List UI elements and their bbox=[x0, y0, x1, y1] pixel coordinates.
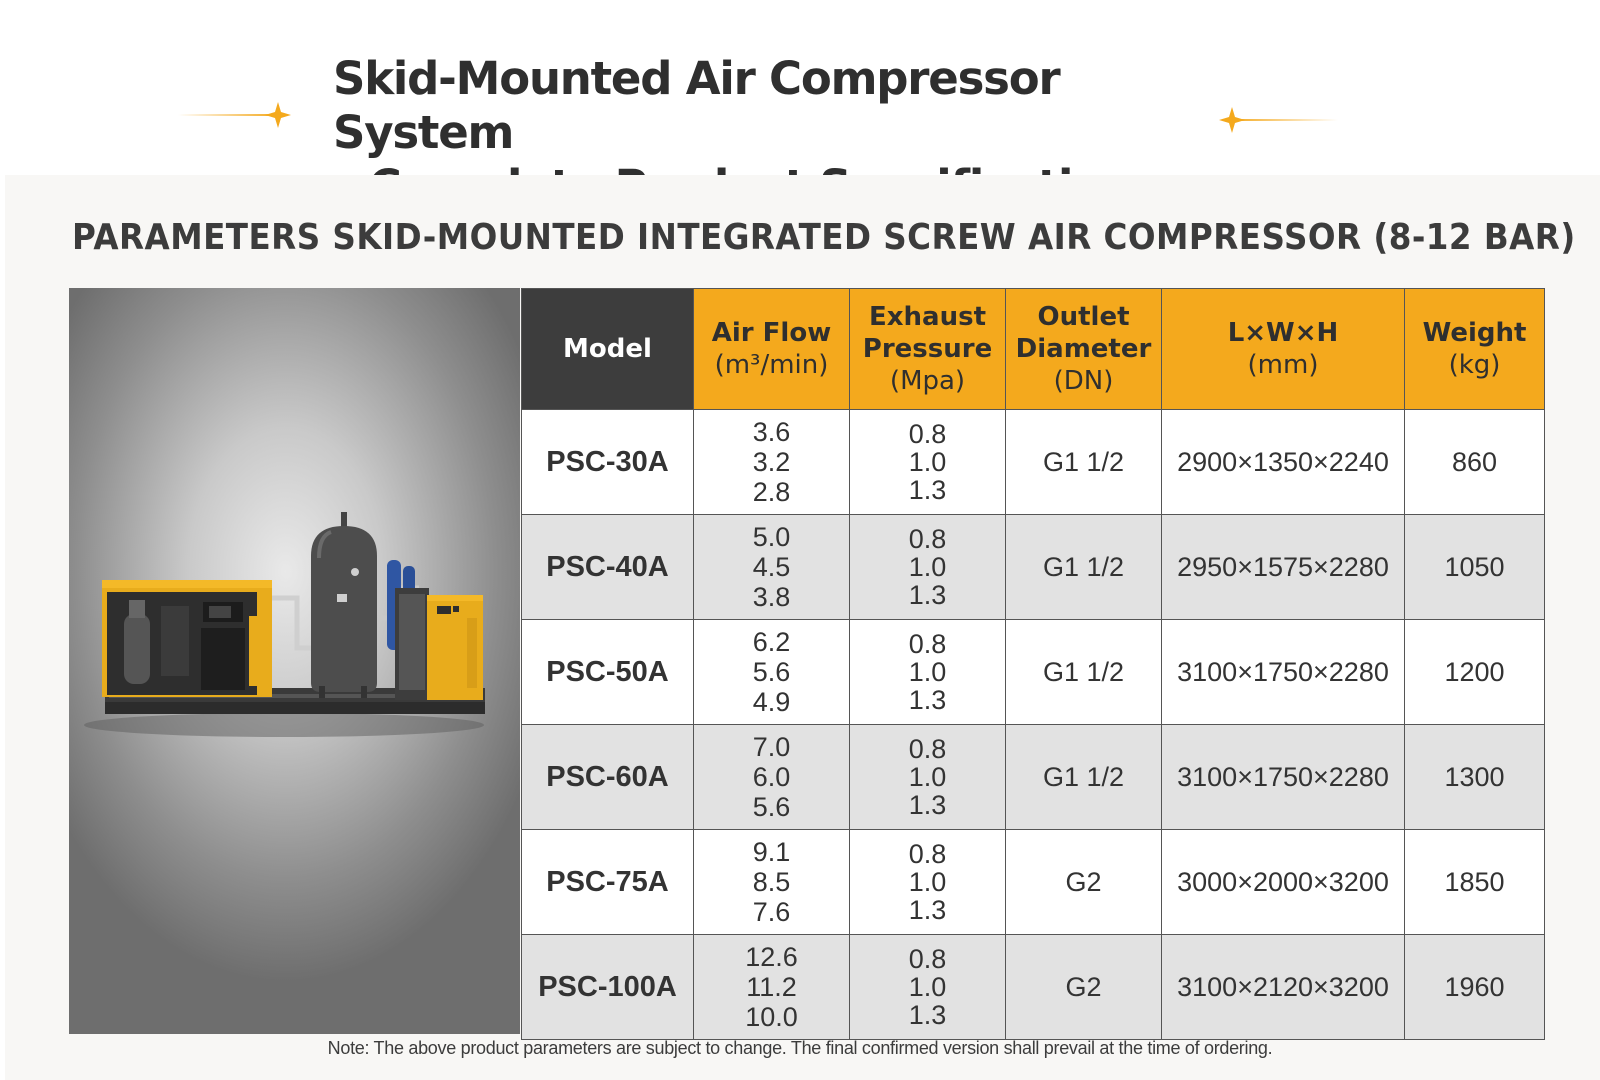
pressure-cell: 0.8 1.0 1.3 bbox=[849, 829, 1006, 935]
model-cell: PSC-40A bbox=[521, 514, 694, 620]
dimensions-cell: 3100×1750×2280 bbox=[1161, 724, 1405, 830]
pressure-cell: 0.8 1.0 1.3 bbox=[849, 619, 1006, 725]
dimensions-cell: 3100×1750×2280 bbox=[1161, 619, 1405, 725]
model-cell: PSC-60A bbox=[521, 724, 694, 830]
pressure-cell: 0.8 1.0 1.3 bbox=[849, 724, 1006, 830]
sparkle-divider-left-icon bbox=[178, 102, 291, 128]
model-cell: PSC-75A bbox=[521, 829, 694, 935]
column-header-air-flow: Air Flow (m³/min) bbox=[693, 288, 850, 410]
section-heading: PARAMETERS SKID-MOUNTED INTEGRATED SCREW… bbox=[72, 217, 1576, 258]
model-cell: PSC-100A bbox=[521, 934, 694, 1040]
product-photo bbox=[69, 288, 520, 1034]
air-flow-cell: 9.1 8.5 7.6 bbox=[693, 829, 850, 935]
air-flow-cell: 7.0 6.0 5.6 bbox=[693, 724, 850, 830]
outlet-cell: G2 bbox=[1005, 829, 1162, 935]
weight-cell: 1050 bbox=[1404, 514, 1545, 620]
table-row: PSC-40A 5.0 4.5 3.8 0.8 1.0 1.3 G1 1/2 2950×… bbox=[521, 514, 1545, 620]
table-row: PSC-50A 6.2 5.6 4.9 0.8 1.0 1.3 G1 1/2 3100×… bbox=[521, 619, 1545, 725]
table-row: PSC-60A 7.0 6.0 5.6 0.8 1.0 1.3 G1 1/2 3100×… bbox=[521, 724, 1545, 830]
table-row: PSC-100A 12.6 11.2 10.0 0.8 1.0 1.3 G2 3100×… bbox=[521, 934, 1545, 1040]
header-band bbox=[0, 0, 1600, 175]
pressure-cell: 0.8 1.0 1.3 bbox=[849, 514, 1006, 620]
specification-table: Model Air Flow (m³/min) Exhaust Pressure… bbox=[521, 288, 1545, 1040]
column-header-exhaust-pressure: Exhaust Pressure (Mpa) bbox=[849, 288, 1006, 410]
dimensions-cell: 3100×2120×3200 bbox=[1161, 934, 1405, 1040]
weight-cell: 1850 bbox=[1404, 829, 1545, 935]
air-flow-cell: 6.2 5.6 4.9 bbox=[693, 619, 850, 725]
column-header-outlet-diameter: Outlet Diameter (DN) bbox=[1005, 288, 1162, 410]
model-cell: PSC-50A bbox=[521, 619, 694, 725]
column-header-weight: Weight (kg) bbox=[1404, 288, 1545, 410]
table-header-row: Model Air Flow (m³/min) Exhaust Pressure… bbox=[521, 288, 1545, 410]
sparkle-divider-right-icon bbox=[1219, 107, 1338, 133]
pressure-cell: 0.8 1.0 1.3 bbox=[849, 934, 1006, 1040]
column-header-model: Model bbox=[521, 288, 694, 410]
outlet-cell: G1 1/2 bbox=[1005, 619, 1162, 725]
pressure-cell: 0.8 1.0 1.3 bbox=[849, 409, 1006, 515]
weight-cell: 860 bbox=[1404, 409, 1545, 515]
weight-cell: 1960 bbox=[1404, 934, 1545, 1040]
weight-cell: 1300 bbox=[1404, 724, 1545, 830]
dimensions-cell: 2900×1350×2240 bbox=[1161, 409, 1405, 515]
outlet-cell: G2 bbox=[1005, 934, 1162, 1040]
table-row: PSC-30A 3.6 3.2 2.8 0.8 1.0 1.3 G1 1/2 2900×… bbox=[521, 409, 1545, 515]
outlet-cell: G1 1/2 bbox=[1005, 409, 1162, 515]
air-flow-cell: 5.0 4.5 3.8 bbox=[693, 514, 850, 620]
column-header-dimensions: L×W×H (mm) bbox=[1161, 288, 1405, 410]
footer-note: Note: The above product parameters are s… bbox=[327, 1038, 1273, 1058]
air-flow-cell: 3.6 3.2 2.8 bbox=[693, 409, 850, 515]
title-line-1: Skid-Mounted Air Compressor System bbox=[333, 52, 1061, 159]
skid-mounted-compressor-system-image bbox=[84, 512, 485, 737]
table-row: PSC-75A 9.1 8.5 7.6 0.8 1.0 1.3 G2 3000×2000… bbox=[521, 829, 1545, 935]
weight-cell: 1200 bbox=[1404, 619, 1545, 725]
model-cell: PSC-30A bbox=[521, 409, 694, 515]
outlet-cell: G1 1/2 bbox=[1005, 514, 1162, 620]
outlet-cell: G1 1/2 bbox=[1005, 724, 1162, 830]
dimensions-cell: 2950×1575×2280 bbox=[1161, 514, 1405, 620]
dimensions-cell: 3000×2000×3200 bbox=[1161, 829, 1405, 935]
air-flow-cell: 12.6 11.2 10.0 bbox=[693, 934, 850, 1040]
